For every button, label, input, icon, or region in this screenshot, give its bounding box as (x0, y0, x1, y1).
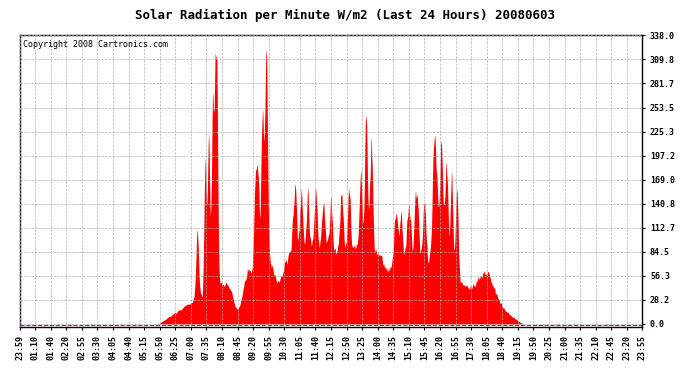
Text: Solar Radiation per Minute W/m2 (Last 24 Hours) 20080603: Solar Radiation per Minute W/m2 (Last 24… (135, 9, 555, 22)
Text: Copyright 2008 Cartronics.com: Copyright 2008 Cartronics.com (23, 40, 168, 49)
